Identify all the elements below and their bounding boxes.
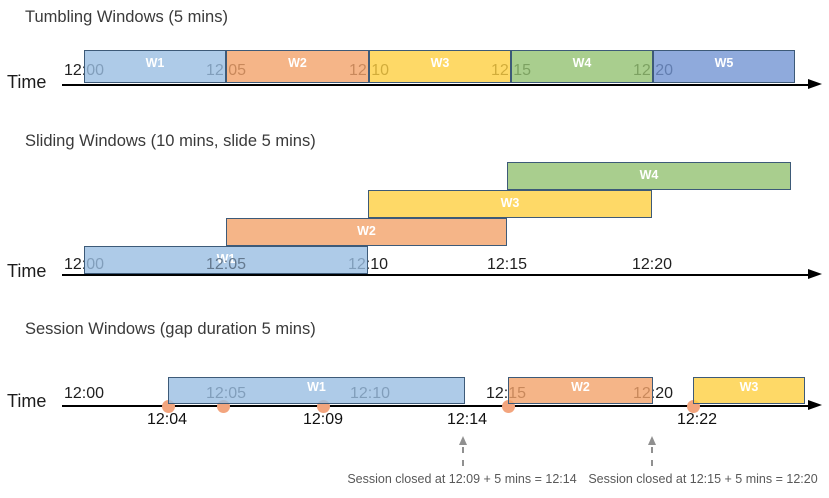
time-axis-line <box>62 84 810 86</box>
section-title: Tumbling Windows (5 mins) <box>25 8 228 26</box>
session-close-pointer <box>648 436 656 466</box>
window-label: W3 <box>500 196 520 211</box>
window-bar-w2: W2 <box>508 377 653 404</box>
session-closed-annotation: Session closed at 12:15 + 5 mins = 12:20 <box>588 472 818 486</box>
window-label: W3 <box>739 380 759 394</box>
window-label: W2 <box>357 224 376 239</box>
window-bar-w2: W2 <box>226 50 369 83</box>
window-bar-w4: W4 <box>507 162 791 190</box>
window-bar-w1: W1 <box>84 246 368 274</box>
window-bar-w3: W3 <box>369 50 511 83</box>
event-time-label: 12:22 <box>676 411 718 428</box>
window-bar-w3: W3 <box>368 190 652 218</box>
window-bar-w1: W1 <box>84 50 226 83</box>
dashed-arrow-tail <box>651 447 653 466</box>
window-label: W2 <box>288 56 307 70</box>
time-axis-label: Time <box>7 261 47 281</box>
window-label: W3 <box>430 56 450 70</box>
window-bar-w1: W1 <box>168 377 465 404</box>
event-time-label: 12:04 <box>146 411 188 428</box>
window-label: W1 <box>145 56 165 70</box>
time-tick-label: 12:05 <box>205 256 247 273</box>
event-time-label: 12:14 <box>446 411 488 428</box>
dashed-arrow-up-icon <box>648 436 656 445</box>
session-closed-annotation: Session closed at 12:09 + 5 mins = 12:14 <box>347 472 577 486</box>
time-axis-label: Time <box>7 391 47 411</box>
time-axis-line <box>62 274 810 276</box>
dashed-arrow-up-icon <box>459 436 467 445</box>
event-time-label: 12:09 <box>302 411 344 428</box>
dashed-arrow-tail <box>462 447 464 466</box>
window-label: W1 <box>216 252 236 267</box>
window-bar-w5: W5 <box>653 50 795 83</box>
time-axis-arrowhead-icon <box>808 269 822 279</box>
window-label: W1 <box>307 380 326 394</box>
window-bar-w3: W3 <box>693 377 805 404</box>
time-tick-label: 12:20 <box>631 256 673 273</box>
time-axis-label: Time <box>7 72 47 92</box>
section-title: Session Windows (gap duration 5 mins) <box>25 320 316 338</box>
window-bar-w2: W2 <box>226 218 507 246</box>
window-label: W5 <box>714 56 734 70</box>
time-tick-label: 12:00 <box>63 385 105 402</box>
time-axis-line <box>62 405 810 407</box>
window-label: W4 <box>572 56 592 70</box>
window-label: W4 <box>639 168 659 183</box>
window-bar-w4: W4 <box>511 50 653 83</box>
section-title: Sliding Windows (10 mins, slide 5 mins) <box>25 132 316 150</box>
time-axis-arrowhead-icon <box>808 79 822 89</box>
session-close-pointer <box>459 436 467 466</box>
time-axis-arrowhead-icon <box>808 400 822 410</box>
time-tick-label: 12:15 <box>486 256 528 273</box>
window-label: W2 <box>571 380 590 394</box>
